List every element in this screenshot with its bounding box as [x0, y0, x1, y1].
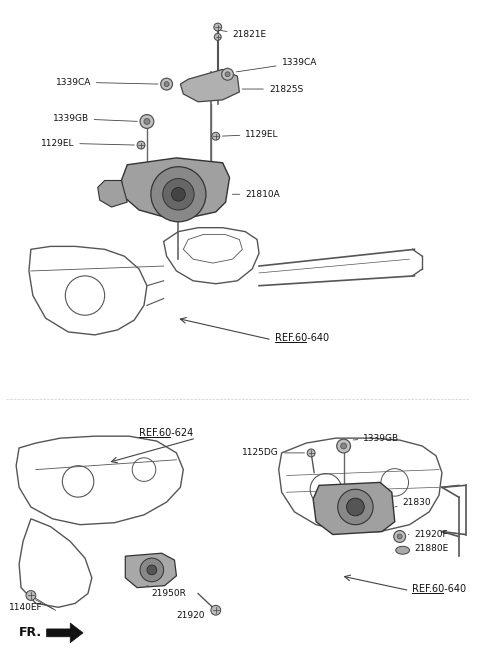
Text: 1339GB: 1339GB — [353, 434, 399, 443]
Circle shape — [144, 119, 150, 125]
Circle shape — [347, 498, 364, 516]
Circle shape — [394, 531, 406, 543]
Text: 21880E: 21880E — [414, 544, 449, 553]
Text: REF.60-640: REF.60-640 — [275, 333, 329, 343]
Text: 21825S: 21825S — [242, 85, 303, 94]
Circle shape — [222, 68, 233, 80]
Text: FR.: FR. — [19, 626, 42, 640]
Text: 21920F: 21920F — [408, 530, 448, 539]
Circle shape — [397, 534, 402, 539]
Text: REF.60-640: REF.60-640 — [412, 584, 467, 594]
Polygon shape — [98, 180, 127, 207]
Circle shape — [341, 443, 347, 449]
Polygon shape — [180, 70, 240, 102]
Text: 21920: 21920 — [177, 611, 205, 620]
Text: 1339CA: 1339CA — [56, 77, 158, 87]
Circle shape — [26, 590, 36, 600]
Text: REF.60-624: REF.60-624 — [139, 428, 193, 438]
Text: 1129EL: 1129EL — [41, 138, 134, 148]
Circle shape — [212, 133, 220, 140]
Polygon shape — [125, 553, 177, 588]
Circle shape — [171, 188, 185, 201]
Circle shape — [337, 439, 350, 453]
Circle shape — [214, 33, 221, 41]
Polygon shape — [47, 623, 83, 643]
Circle shape — [151, 167, 206, 222]
Circle shape — [307, 449, 315, 457]
Circle shape — [225, 72, 230, 77]
Circle shape — [164, 81, 169, 87]
Text: 1140EF: 1140EF — [9, 603, 43, 612]
Text: 21950R: 21950R — [147, 586, 186, 598]
Circle shape — [161, 78, 172, 90]
Ellipse shape — [396, 546, 409, 554]
Text: 1129EL: 1129EL — [222, 130, 279, 139]
Polygon shape — [313, 482, 395, 535]
Circle shape — [140, 115, 154, 129]
Circle shape — [137, 141, 145, 149]
Circle shape — [211, 605, 221, 615]
Circle shape — [140, 558, 164, 582]
Circle shape — [214, 23, 222, 31]
Text: 21830: 21830 — [395, 497, 431, 507]
Text: 1125DG: 1125DG — [242, 449, 304, 457]
Polygon shape — [121, 158, 229, 217]
Circle shape — [163, 178, 194, 210]
Text: 21821E: 21821E — [220, 30, 266, 39]
Circle shape — [338, 489, 373, 525]
Circle shape — [147, 565, 157, 575]
Text: 1339GB: 1339GB — [52, 114, 137, 123]
Text: 21810A: 21810A — [232, 190, 280, 199]
Text: 1339CA: 1339CA — [236, 58, 317, 72]
